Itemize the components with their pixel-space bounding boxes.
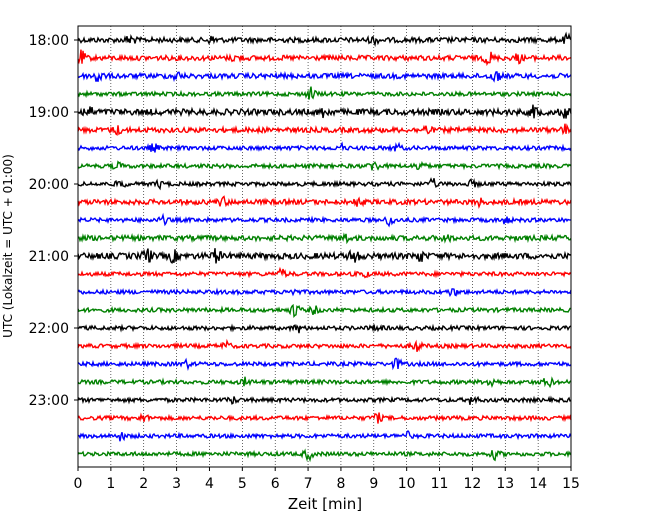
trace-row <box>77 104 572 119</box>
y-tick-label: 23:00 <box>29 393 69 409</box>
trace-row <box>77 412 572 424</box>
y-axis-label: UTC (Lokalzeit = UTC + 01:00) <box>1 154 15 338</box>
trace-row <box>77 376 572 389</box>
trace-row <box>77 86 572 100</box>
trace-row <box>77 429 572 442</box>
trace-row <box>77 323 572 334</box>
seismic-traces <box>77 31 572 463</box>
trace-row <box>77 232 572 245</box>
trace-row <box>77 448 572 463</box>
trace-row <box>77 177 572 191</box>
trace-row <box>77 70 572 83</box>
plot-frame <box>77 25 572 468</box>
x-axis-label: Zeit [min] <box>288 495 362 513</box>
x-tick-label: 11 <box>431 476 449 492</box>
trace-row <box>77 160 572 171</box>
trace-row <box>77 395 572 405</box>
trace-row <box>77 141 572 153</box>
trace-row <box>77 338 572 352</box>
y-axis-ticks: 18:00 19:00 20:00 21:00 22:00 23:00 <box>29 33 78 409</box>
x-tick-label: 8 <box>336 476 345 492</box>
trace-row <box>77 212 572 228</box>
x-tick-label: 7 <box>304 476 313 492</box>
x-tick-label: 15 <box>562 476 580 492</box>
trace-row <box>77 31 572 48</box>
x-tick-label: 6 <box>271 476 280 492</box>
x-tick-label: 3 <box>172 476 181 492</box>
trace-row <box>77 287 572 298</box>
y-tick-label: 20:00 <box>29 177 69 193</box>
x-tick-label: 2 <box>139 476 148 492</box>
x-tick-label: 9 <box>369 476 378 492</box>
x-tick-label: 13 <box>496 476 514 492</box>
x-axis-ticks: 0 1 2 3 4 5 6 7 8 9 10 11 12 13 14 15 <box>74 467 580 492</box>
y-tick-label: 18:00 <box>29 33 69 49</box>
x-tick-label: 1 <box>106 476 115 492</box>
trace-row <box>77 49 572 67</box>
trace-row <box>77 195 572 209</box>
y-tick-label: 19:00 <box>29 105 69 121</box>
trace-row <box>77 123 572 136</box>
x-tick-label: 5 <box>238 476 247 492</box>
trace-row <box>77 266 572 279</box>
y-tick-label: 22:00 <box>29 321 69 337</box>
y-tick-label: 21:00 <box>29 249 69 265</box>
trace-row <box>77 248 572 264</box>
x-tick-label: 10 <box>398 476 416 492</box>
x-tick-label: 4 <box>205 476 214 492</box>
trace-row <box>77 357 572 371</box>
trace-row <box>77 303 572 319</box>
x-tick-label: 12 <box>463 476 481 492</box>
x-tick-label: 0 <box>74 476 83 492</box>
x-tick-label: 14 <box>529 476 547 492</box>
